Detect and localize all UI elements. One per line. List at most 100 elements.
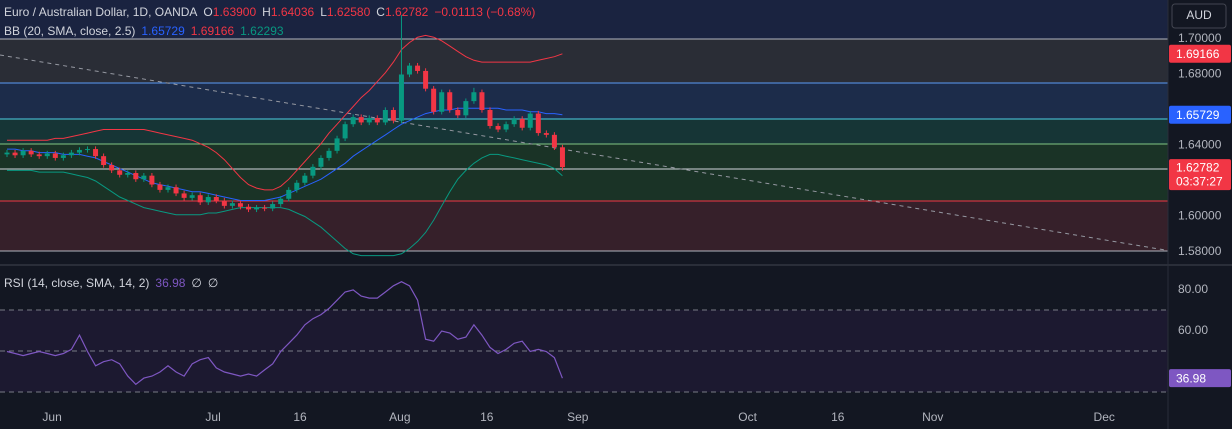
- candle-body: [237, 203, 243, 207]
- rsi-line: [6, 281, 563, 386]
- candle-body: [455, 110, 461, 116]
- candle-body: [213, 196, 219, 201]
- x-tick-label: 16: [293, 410, 307, 424]
- candle-body: [463, 101, 469, 116]
- candle-body: [551, 134, 557, 148]
- candle-body: [374, 117, 380, 123]
- candle-body: [294, 182, 300, 190]
- status-change: −0.01113 (−0.68%): [434, 5, 535, 19]
- zone: [0, 83, 1168, 119]
- indicator-line: BB (20, SMA, close, 2.5) 1.65729 1.69166 1.…: [4, 24, 284, 38]
- band-value: 1.65729: [141, 24, 185, 38]
- y-tick-label: 1.70000: [1178, 31, 1222, 45]
- candle-body: [358, 117, 364, 123]
- candle-body: [423, 70, 429, 89]
- candle-body: [85, 149, 91, 151]
- candle-body: [149, 175, 155, 185]
- candle-body: [431, 88, 437, 112]
- candle-body: [407, 65, 413, 75]
- candle-body: [246, 206, 252, 210]
- candle-body: [60, 155, 66, 158]
- zone: [0, 0, 1168, 39]
- candle-body: [28, 150, 34, 155]
- band-badge-bg: [1169, 105, 1231, 124]
- zone: [0, 39, 1168, 83]
- candle-body: [20, 150, 26, 156]
- y-tick-label: 80.00: [1178, 282, 1208, 296]
- status-label: L: [320, 5, 327, 19]
- candle-body: [93, 149, 99, 157]
- x-tick-label: Aug: [389, 410, 410, 424]
- rsi-name: RSI (14, close, SMA, 14, 2): [4, 276, 149, 290]
- status-line: Euro / Australian Dollar, 1D, OANDA O1.63…: [4, 5, 535, 19]
- candle-body: [101, 156, 107, 166]
- candle-body: [133, 173, 139, 180]
- candle-body: [254, 207, 260, 210]
- candle-body: [302, 175, 308, 183]
- status-value: 1.62580: [327, 5, 371, 19]
- candle-body: [205, 196, 211, 203]
- price-badge-bg: [1169, 159, 1231, 191]
- candle-body: [117, 170, 123, 175]
- candle-body: [398, 74, 404, 121]
- candle-body: [221, 200, 227, 206]
- currency: AUD: [1186, 8, 1212, 22]
- candle-body: [278, 198, 284, 205]
- candle-body: [286, 189, 292, 199]
- candle-body: [503, 124, 509, 130]
- x-tick-label: Jun: [42, 410, 61, 424]
- x-tick-label: Sep: [567, 410, 589, 424]
- band-badge-bg: [1169, 44, 1231, 63]
- candle-body: [165, 187, 171, 190]
- price-badge: 1.62782: [1176, 160, 1220, 174]
- status-label: C: [376, 5, 385, 19]
- candle-body: [109, 165, 115, 171]
- candle-body: [189, 195, 195, 198]
- candle-body: [519, 118, 525, 128]
- rsi-line: RSI (14, close, SMA, 14, 2) 36.98 ∅ ∅: [4, 276, 218, 290]
- y-tick-label: 1.68000: [1178, 67, 1222, 81]
- candle-body: [68, 152, 74, 156]
- y-tick-label: 60.00: [1178, 323, 1208, 337]
- y-tick-label: 1.60000: [1178, 209, 1222, 223]
- candle-body: [559, 147, 565, 168]
- status-value: 1.64036: [271, 5, 315, 19]
- candle-body: [173, 187, 179, 194]
- candle-body: [310, 166, 316, 176]
- bollinger-band: [7, 153, 563, 257]
- rsi-badge: 36.98: [1176, 371, 1206, 385]
- candle-body: [487, 110, 493, 126]
- candle-body: [334, 138, 340, 151]
- status-label: O: [203, 5, 212, 19]
- x-tick-label: 16: [831, 410, 845, 424]
- status-value: 1.63900: [213, 5, 257, 19]
- bollinger-band: [7, 34, 563, 191]
- candle-body: [535, 113, 541, 134]
- candle-body: [390, 110, 396, 121]
- candle-body: [229, 203, 235, 206]
- candle-body: [141, 175, 147, 180]
- candle-body: [382, 110, 388, 123]
- rsi-badge-bg: [1169, 369, 1231, 388]
- trend-line: [0, 54, 1166, 251]
- candle-body: [157, 184, 163, 190]
- symbol: Euro / Australian Dollar, 1D, OANDA: [4, 5, 197, 19]
- candle-body: [366, 117, 372, 123]
- status-label: H: [262, 5, 271, 19]
- band-value: 1.69166: [191, 24, 235, 38]
- countdown: 03:37:27: [1176, 174, 1223, 188]
- candle-body: [181, 193, 187, 198]
- currency-box[interactable]: [1171, 3, 1227, 29]
- candle-body: [125, 173, 131, 175]
- candle-body: [527, 113, 533, 128]
- candle-body: [36, 154, 42, 157]
- candle-body: [44, 153, 50, 157]
- band-value: 1.62293: [240, 24, 284, 38]
- status-value: 1.62782: [385, 5, 429, 19]
- candle-body: [4, 152, 10, 155]
- band-badge: 1.69166: [1176, 47, 1220, 61]
- candle-body: [12, 152, 18, 156]
- x-tick-label: Jul: [205, 410, 220, 424]
- zone: [0, 201, 1168, 251]
